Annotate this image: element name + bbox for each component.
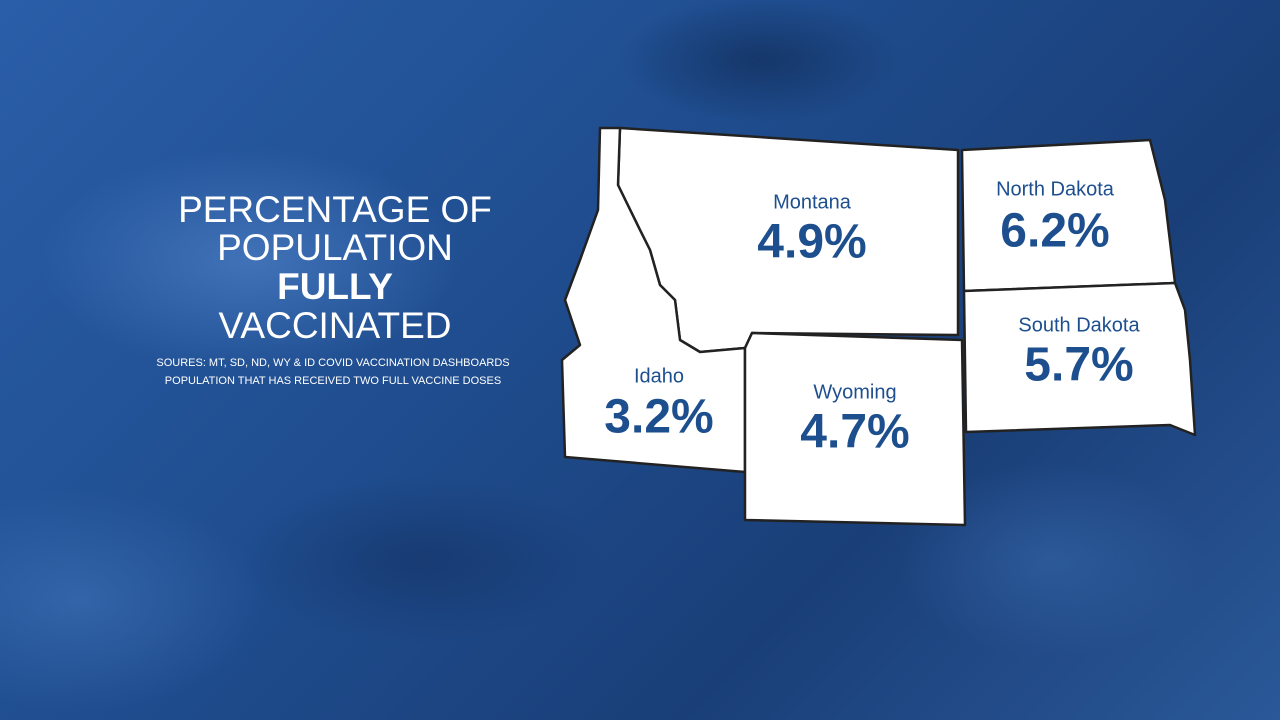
south-dakota-shape (962, 281, 1197, 437)
state-value: 5.7% (1024, 339, 1133, 392)
state-name: North Dakota (996, 178, 1115, 200)
north-dakota-shape (960, 138, 1177, 293)
title-line: VACCINATED (219, 305, 452, 346)
state-value: 3.2% (604, 391, 713, 444)
title-line: FULLY (277, 266, 393, 307)
state-name: Wyoming (813, 381, 896, 403)
state-value: 4.7% (800, 406, 909, 459)
state-name: Montana (773, 191, 852, 213)
idaho-shape (560, 126, 747, 474)
state-value: 4.9% (757, 216, 866, 269)
source-note: SOURES: MT, SD, ND, WY & ID COVID VACCIN… (156, 357, 509, 369)
state-name: Idaho (634, 365, 684, 387)
wyoming-shape (743, 331, 967, 527)
state-value: 6.2% (1000, 205, 1109, 258)
source-note: POPULATION THAT HAS RECEIVED TWO FULL VA… (165, 375, 501, 387)
title-line: PERCENTAGE OF (178, 189, 492, 230)
title-line: POPULATION (217, 227, 453, 268)
state-name: South Dakota (1018, 314, 1140, 336)
